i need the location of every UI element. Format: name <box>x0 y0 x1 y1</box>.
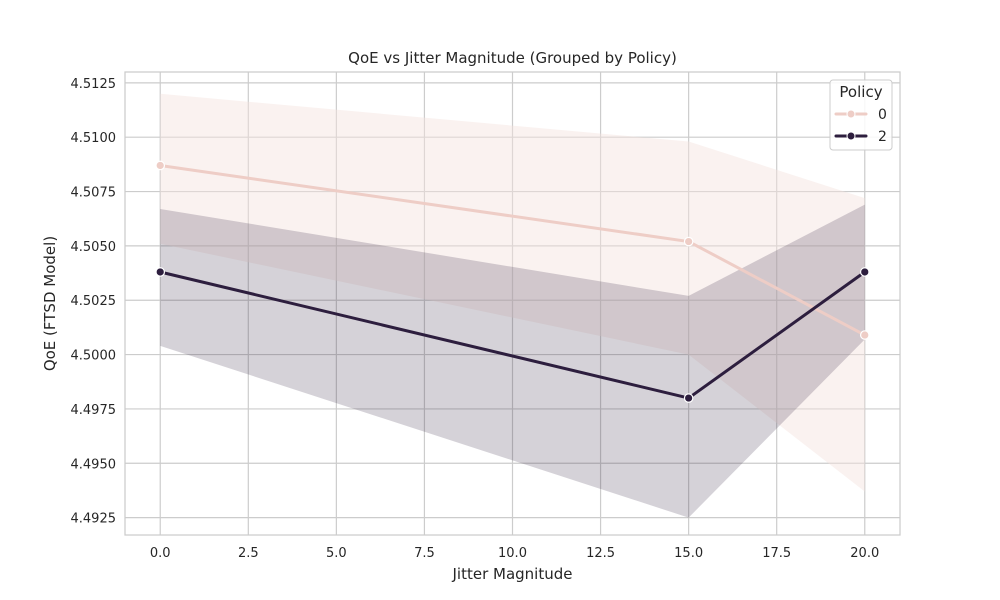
y-tick-label: 4.5075 <box>71 186 117 201</box>
confidence-band-policy-2 <box>160 204 865 518</box>
legend: Policy 02 <box>829 79 893 151</box>
y-axis-label: QoE (FTSD Model) <box>41 236 59 371</box>
legend-label-policy-2: 2 <box>878 129 887 145</box>
x-tick-labels: 0.0 2.5 5.0 7.5 10.0 12.5 15.0 17.5 20.0 <box>150 546 879 561</box>
legend-label-policy-0: 0 <box>878 107 887 123</box>
data-point-policy-2 <box>859 267 870 277</box>
x-tick-label: 12.5 <box>586 546 615 561</box>
x-tick-label: 7.5 <box>414 546 435 561</box>
data-point-policy-2 <box>155 267 166 277</box>
data-point-policy-2 <box>683 393 694 403</box>
y-tick-label: 4.5050 <box>71 240 117 255</box>
legend-marker-policy-0 <box>846 109 856 119</box>
x-tick-label: 20.0 <box>850 546 879 561</box>
x-axis-label: Jitter Magnitude <box>452 565 573 583</box>
y-tick-label: 4.4975 <box>71 403 117 418</box>
legend-items: 02 <box>834 107 887 145</box>
y-tick-label: 4.4925 <box>71 512 117 527</box>
y-tick-label: 4.5100 <box>71 131 117 146</box>
confidence-bands <box>160 93 865 518</box>
x-tick-label: 2.5 <box>238 546 259 561</box>
y-tick-label: 4.4950 <box>71 457 117 472</box>
chart-title: QoE vs Jitter Magnitude (Grouped by Poli… <box>348 49 677 67</box>
data-point-policy-0 <box>155 160 166 171</box>
plot-frame <box>124 71 901 536</box>
legend-marker-policy-2 <box>846 131 856 141</box>
x-tick-label: 15.0 <box>674 546 703 561</box>
x-tick-label: 10.0 <box>498 546 527 561</box>
x-tick-label: 0.0 <box>150 546 171 561</box>
x-tick-label: 5.0 <box>326 546 347 561</box>
series-markers <box>155 160 870 403</box>
x-tick-label: 17.5 <box>762 546 791 561</box>
confidence-band-policy-0 <box>160 93 865 492</box>
y-tick-label: 4.5125 <box>71 77 117 92</box>
data-point-policy-0 <box>683 236 694 247</box>
y-tick-label: 4.5025 <box>71 294 117 309</box>
y-tick-labels: 4.4925 4.4950 4.4975 4.5000 4.5025 4.5050 4.50… <box>71 77 117 527</box>
data-point-policy-0 <box>859 330 870 340</box>
legend-title: Policy <box>839 83 882 101</box>
y-tick-label: 4.5000 <box>71 349 117 364</box>
